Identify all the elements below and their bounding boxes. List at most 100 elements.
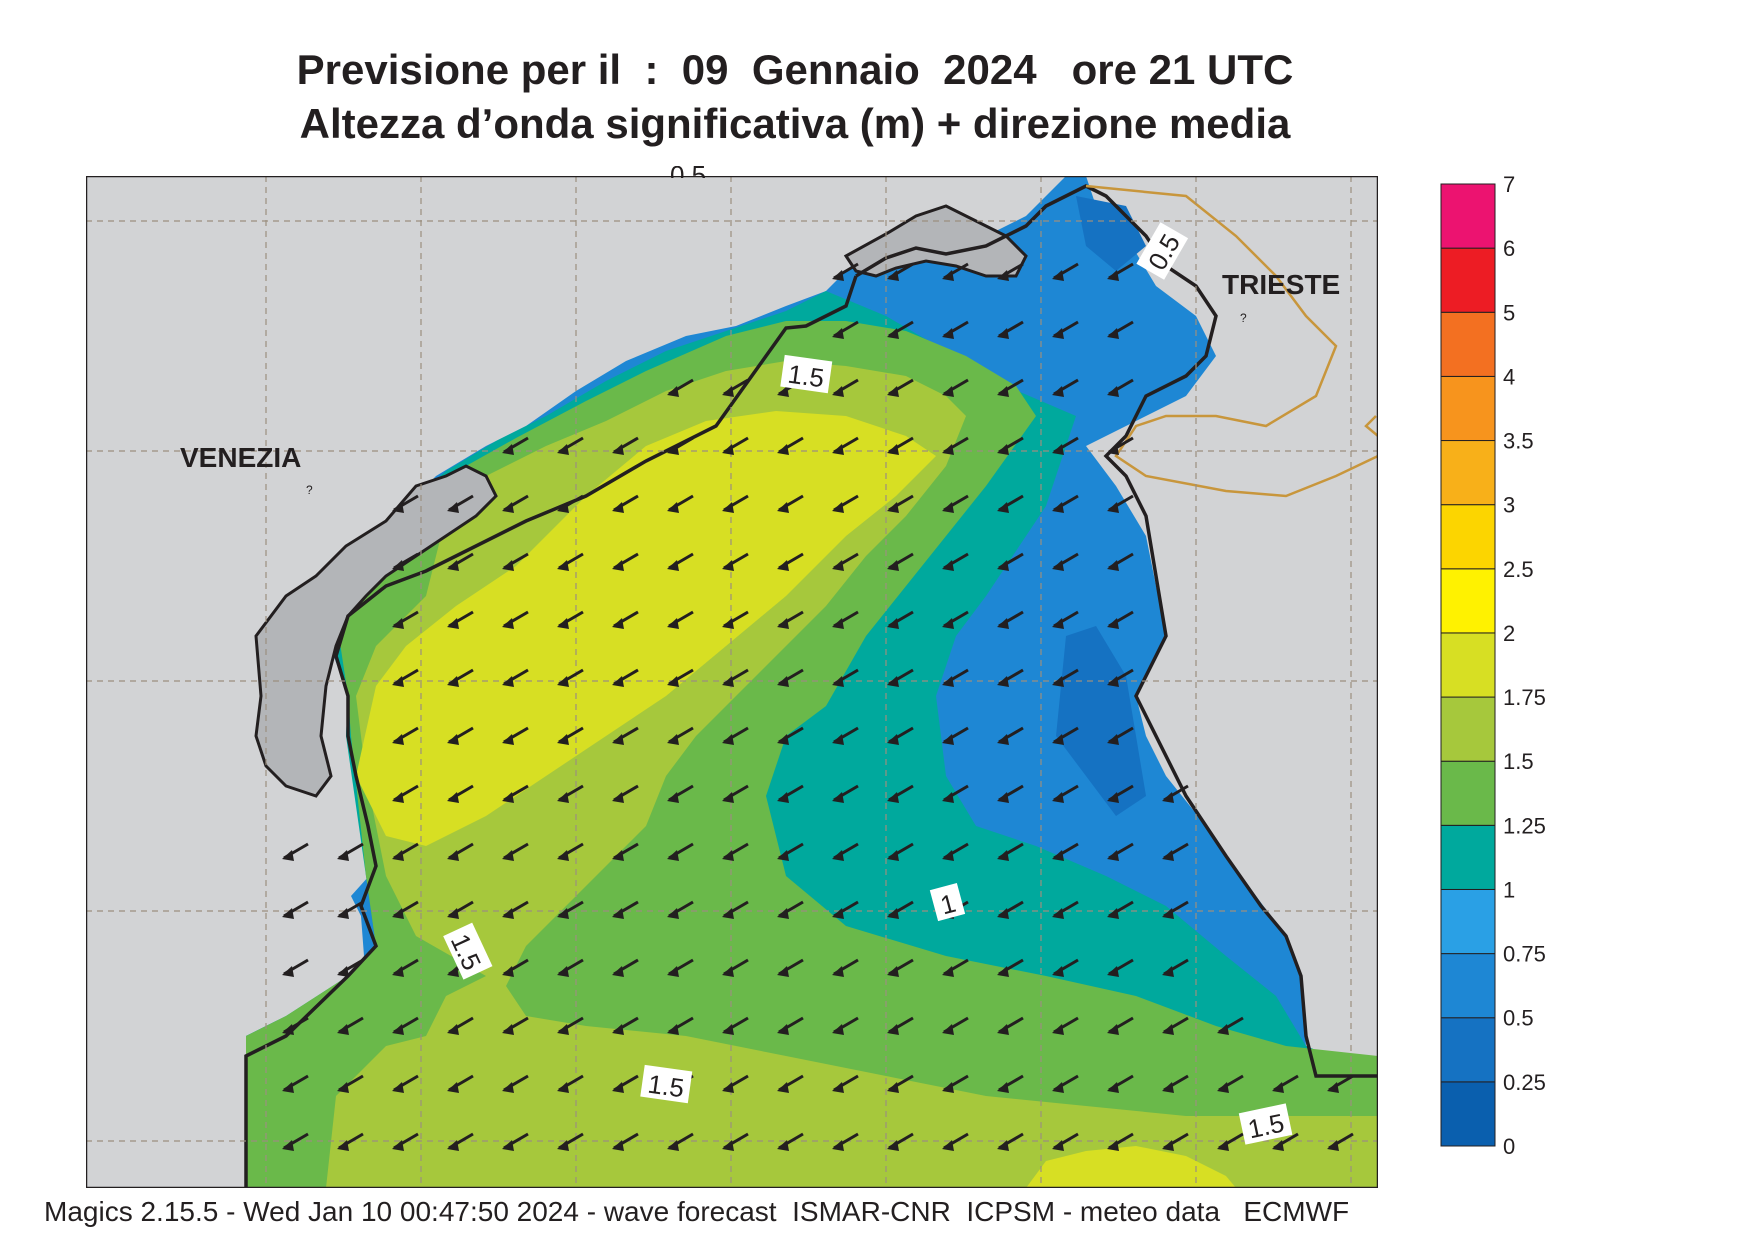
wave-arrow [502, 552, 529, 571]
wave-arrow [832, 320, 859, 339]
wave-arrow [392, 1132, 419, 1151]
wave-arrow [502, 494, 529, 513]
wave-arrow [832, 1132, 859, 1151]
wave-arrow [942, 842, 969, 861]
wave-arrow [887, 958, 914, 977]
sea-band-0.5-0.75-north [1076, 196, 1146, 271]
wave-arrow [997, 436, 1024, 455]
wave-arrow [722, 610, 749, 629]
wave-arrow [942, 668, 969, 687]
wave-arrow [502, 436, 529, 455]
legend-box [1440, 632, 1496, 698]
wave-arrow [612, 668, 639, 687]
wave-arrow [1107, 1132, 1134, 1151]
wave-arrow [557, 1074, 584, 1093]
wave-arrow [777, 784, 804, 803]
wave-arrow [557, 726, 584, 745]
wave-arrow [337, 1074, 364, 1093]
wave-arrow [942, 436, 969, 455]
wave-arrow [832, 436, 859, 455]
wave-arrow [392, 842, 419, 861]
wave-arrow [1107, 726, 1134, 745]
wave-arrow [1107, 610, 1134, 629]
wave-arrow [832, 842, 859, 861]
wave-arrow [337, 958, 364, 977]
wave-arrow [1107, 1016, 1134, 1035]
wave-arrow [997, 1132, 1024, 1151]
legend-tick-label: 1.75 [1503, 685, 1546, 710]
wave-arrow [887, 1016, 914, 1035]
wave-arrow [722, 1016, 749, 1035]
wave-arrow [557, 958, 584, 977]
wave-arrow [502, 1132, 529, 1151]
wave-arrow [722, 784, 749, 803]
wave-arrow [557, 900, 584, 919]
legend-box [1440, 760, 1496, 826]
wave-arrow [942, 378, 969, 397]
wave-arrow [997, 552, 1024, 571]
wave-arrow [942, 958, 969, 977]
wave-arrow [1162, 900, 1189, 919]
wave-direction-arrows [282, 262, 1354, 1151]
wave-arrow [997, 1016, 1024, 1035]
wave-arrow [667, 436, 694, 455]
legend-tick-label: 1.5 [1503, 749, 1534, 774]
wave-arrow [502, 900, 529, 919]
sea-band-1.75-2 [356, 411, 936, 846]
wave-arrow [612, 436, 639, 455]
wave-arrow [667, 784, 694, 803]
legend-box [1440, 824, 1496, 890]
wave-arrow [1052, 668, 1079, 687]
wave-arrow [1107, 320, 1134, 339]
wave-arrow [1107, 378, 1134, 397]
wave-arrow [722, 552, 749, 571]
wave-arrow [1162, 842, 1189, 861]
wave-arrow [887, 668, 914, 687]
wave-arrow [502, 726, 529, 745]
wave-arrow [337, 1132, 364, 1151]
wave-arrow [337, 900, 364, 919]
wave-arrow [392, 784, 419, 803]
wave-arrow [612, 610, 639, 629]
wave-arrow [1107, 1074, 1134, 1093]
wave-arrow [447, 1016, 474, 1035]
wave-arrow [832, 726, 859, 745]
legend-box [1440, 696, 1496, 762]
wave-arrow [1162, 958, 1189, 977]
wave-arrow [1162, 784, 1189, 803]
legend-tick-label: 7 [1503, 176, 1515, 197]
wave-arrow [1217, 1132, 1244, 1151]
wave-arrow [557, 610, 584, 629]
wave-arrow [887, 1132, 914, 1151]
wave-arrow [447, 1074, 474, 1093]
legend-tick-labels: 0 0.25 0.5 0.75 1 1.25 1.5 1.75 2 2.5 3 3.5 4 5 6 7 [1503, 176, 1546, 1156]
wave-arrow [502, 842, 529, 861]
wave-arrow [392, 610, 419, 629]
wave-arrow [887, 494, 914, 513]
legend-tick-label: 1 [1503, 877, 1515, 902]
wave-arrow [777, 842, 804, 861]
border-line-east [1364, 415, 1378, 437]
wave-arrow [612, 1074, 639, 1093]
footer-credits: Magics 2.15.5 - Wed Jan 10 00:47:50 2024… [44, 1196, 1350, 1227]
wave-arrow [832, 668, 859, 687]
wave-arrow [1272, 1074, 1299, 1093]
svg-text:0.5: 0.5 [670, 166, 706, 178]
wave-arrow [612, 900, 639, 919]
wave-arrow [777, 552, 804, 571]
title-line-2: Altezza d’onda significativa (m) + direz… [299, 100, 1291, 147]
wave-arrow [612, 726, 639, 745]
wave-arrow [777, 958, 804, 977]
wave-arrow [667, 842, 694, 861]
wave-arrow [832, 262, 859, 281]
wave-arrow [1162, 1016, 1189, 1035]
wave-arrow [667, 1132, 694, 1151]
wave-arrow [1052, 1074, 1079, 1093]
wave-arrow [447, 552, 474, 571]
wave-arrow [777, 436, 804, 455]
wave-arrow [777, 726, 804, 745]
wave-arrow [447, 784, 474, 803]
legend-tick-label: 4 [1503, 364, 1515, 389]
sea-band-0.5-0.75 [1056, 626, 1146, 816]
wave-arrow [777, 1074, 804, 1093]
